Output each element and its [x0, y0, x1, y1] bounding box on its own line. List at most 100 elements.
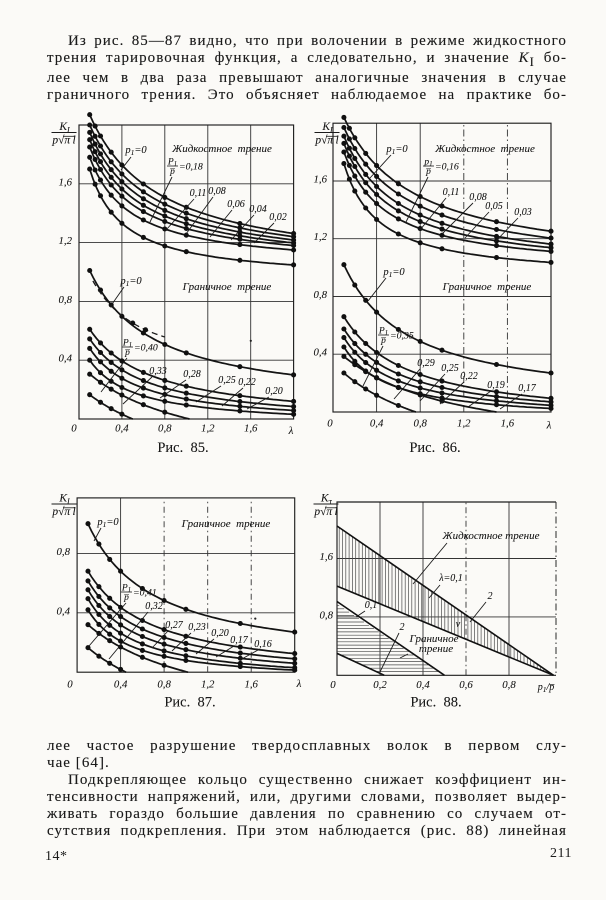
svg-text:p√π l: p√π l [51, 505, 75, 518]
svg-text:KI: KI [58, 493, 70, 507]
svg-text:P1: P1 [122, 339, 132, 350]
svg-text:0,27: 0,27 [165, 620, 184, 631]
svg-text:1,6: 1,6 [244, 679, 258, 691]
svg-text:0,22: 0,22 [460, 371, 478, 382]
svg-text:p̅: p̅ [124, 348, 130, 358]
svg-text:1,2: 1,2 [201, 423, 215, 435]
svg-text:Рис. 85.: Рис. 85. [157, 440, 208, 456]
svg-text:0,8: 0,8 [314, 289, 328, 301]
svg-text:p1/p̅: p1/p̅ [537, 682, 556, 694]
svg-text:0,20: 0,20 [265, 386, 283, 397]
svg-text:v: v [456, 619, 461, 630]
svg-text:2: 2 [400, 622, 405, 633]
svg-text:0,17: 0,17 [230, 635, 249, 646]
svg-text:p1=0: p1=0 [96, 517, 119, 529]
svg-text:=0,18: =0,18 [179, 162, 203, 173]
svg-text:0,2: 0,2 [373, 679, 387, 691]
svg-text:Рис. 88.: Рис. 88. [410, 695, 461, 711]
svg-text:0,4: 0,4 [114, 679, 128, 691]
svg-text:0,06: 0,06 [227, 199, 245, 210]
svg-text:0,03: 0,03 [514, 207, 532, 218]
svg-text:1,6: 1,6 [320, 551, 334, 563]
svg-text:0,8: 0,8 [413, 418, 427, 430]
svg-text:Граничное трение: Граничное трение [182, 281, 272, 293]
svg-text:0,02: 0,02 [269, 212, 287, 223]
svg-text:p√π l: p√π l [314, 134, 338, 147]
svg-text:0,6: 0,6 [459, 679, 473, 691]
svg-text:1,6: 1,6 [59, 176, 73, 188]
svg-text:0,4: 0,4 [314, 347, 328, 359]
svg-text:0,1: 0,1 [365, 600, 378, 611]
svg-text:0,4: 0,4 [416, 679, 430, 691]
svg-text:0,08: 0,08 [208, 186, 226, 197]
svg-text:0,04: 0,04 [249, 204, 267, 215]
svg-text:KI: KI [58, 121, 70, 135]
svg-text:λ: λ [546, 420, 552, 432]
svg-text:Жидкостное трение: Жидкостное трение [171, 143, 272, 155]
svg-text:0,23: 0,23 [188, 622, 206, 633]
svg-text:трение: трение [419, 643, 453, 655]
svg-text:p1=0: p1=0 [119, 276, 142, 288]
svg-text:0,20: 0,20 [211, 628, 229, 639]
svg-text:0,17: 0,17 [518, 383, 537, 394]
svg-text:p̅: p̅ [380, 336, 386, 346]
svg-text:1,6: 1,6 [501, 418, 515, 430]
svg-text:0,8: 0,8 [157, 679, 171, 691]
svg-text:0,4: 0,4 [59, 353, 73, 365]
svg-text:P1: P1 [167, 158, 177, 169]
svg-text:1,2: 1,2 [201, 679, 215, 691]
svg-text:0,8: 0,8 [320, 609, 334, 621]
svg-text:λ: λ [296, 678, 302, 690]
svg-text:Граничное: Граничное [409, 633, 459, 645]
svg-text:p1=0: p1=0 [124, 145, 147, 157]
svg-text:0,11: 0,11 [190, 188, 207, 199]
svg-text:1,6: 1,6 [314, 174, 328, 186]
svg-text:0: 0 [330, 679, 336, 691]
svg-text:=0,40: =0,40 [134, 343, 158, 354]
svg-text:λ: λ [288, 425, 294, 437]
svg-text:=0,41: =0,41 [133, 588, 157, 599]
svg-text:0,4: 0,4 [370, 418, 384, 430]
svg-text:0,16: 0,16 [254, 639, 272, 650]
svg-text:0,4: 0,4 [57, 605, 71, 617]
svg-text:0,33: 0,33 [149, 366, 167, 377]
svg-text:p1=0: p1=0 [382, 267, 405, 279]
svg-text:0,29: 0,29 [417, 358, 435, 369]
svg-text:Жидкостное трение: Жидкостное трение [434, 143, 535, 155]
svg-text:0,08: 0,08 [469, 192, 487, 203]
svg-text:=0,35: =0,35 [390, 331, 414, 342]
svg-text:0,19: 0,19 [487, 380, 505, 391]
svg-text:1,2: 1,2 [457, 418, 471, 430]
svg-text:0,8: 0,8 [158, 423, 172, 435]
svg-text:0,8: 0,8 [502, 679, 516, 691]
svg-text:1,6: 1,6 [244, 423, 258, 435]
svg-text:Граничное трение: Граничное трение [442, 281, 532, 293]
svg-text:0,28: 0,28 [183, 369, 201, 380]
svg-text:1,2: 1,2 [59, 235, 73, 247]
svg-text:p1=0: p1=0 [385, 144, 408, 156]
svg-text:0: 0 [71, 423, 77, 435]
svg-text:=0,16: =0,16 [435, 162, 459, 173]
svg-text:0,22: 0,22 [238, 377, 256, 388]
svg-text:0,05: 0,05 [485, 201, 503, 212]
svg-text:P1: P1 [121, 584, 131, 595]
svg-text:0: 0 [67, 679, 73, 691]
svg-text:p√π l: p√π l [313, 505, 337, 518]
svg-text:p̅: p̅ [123, 593, 129, 603]
svg-text:Рис. 87.: Рис. 87. [164, 695, 215, 711]
svg-text:p1: p1 [423, 158, 432, 169]
svg-text:0,8: 0,8 [57, 546, 71, 558]
svg-text:KI: KI [321, 121, 333, 135]
svg-text:2: 2 [488, 591, 493, 602]
svg-text:p√π l: p√π l [51, 134, 75, 147]
svg-text:0,25: 0,25 [441, 363, 459, 374]
svg-text:0,32: 0,32 [145, 601, 163, 612]
svg-text:λ=0,1: λ=0,1 [438, 573, 463, 584]
svg-text:Рис. 86.: Рис. 86. [409, 440, 460, 456]
svg-text:Жидкостное трение: Жидкостное трение [442, 530, 540, 542]
svg-text:P1: P1 [378, 327, 388, 338]
svg-text:0: 0 [327, 418, 333, 430]
svg-text:0,25: 0,25 [218, 375, 236, 386]
svg-text:p̅: p̅ [169, 167, 175, 177]
svg-text:Граничное трение: Граничное трение [181, 518, 271, 530]
